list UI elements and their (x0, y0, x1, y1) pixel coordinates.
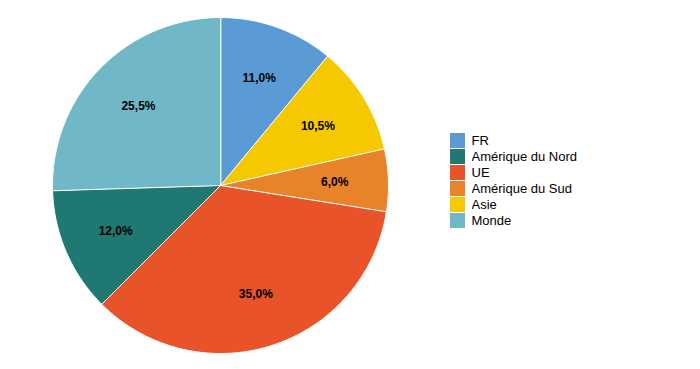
svg-text:35,0%: 35,0% (239, 287, 273, 301)
html-text:Monde: Monde (471, 213, 512, 229)
html-text:Amérique du Sud: Amérique du Sud (471, 181, 572, 197)
html-text:UE: UE (471, 165, 490, 181)
svg-text:25,5%: 25,5% (121, 98, 155, 112)
html-text:Asie: Asie (471, 197, 497, 213)
svg-text:10,5%: 10,5% (301, 118, 335, 132)
html-text:Amérique du Nord: Amérique du Nord (471, 149, 577, 165)
svg-text:12,0%: 12,0% (99, 223, 133, 237)
svg-text:11,0%: 11,0% (243, 70, 277, 84)
svg-text:6,0%: 6,0% (321, 174, 349, 188)
html-text:FR: FR (471, 133, 489, 149)
